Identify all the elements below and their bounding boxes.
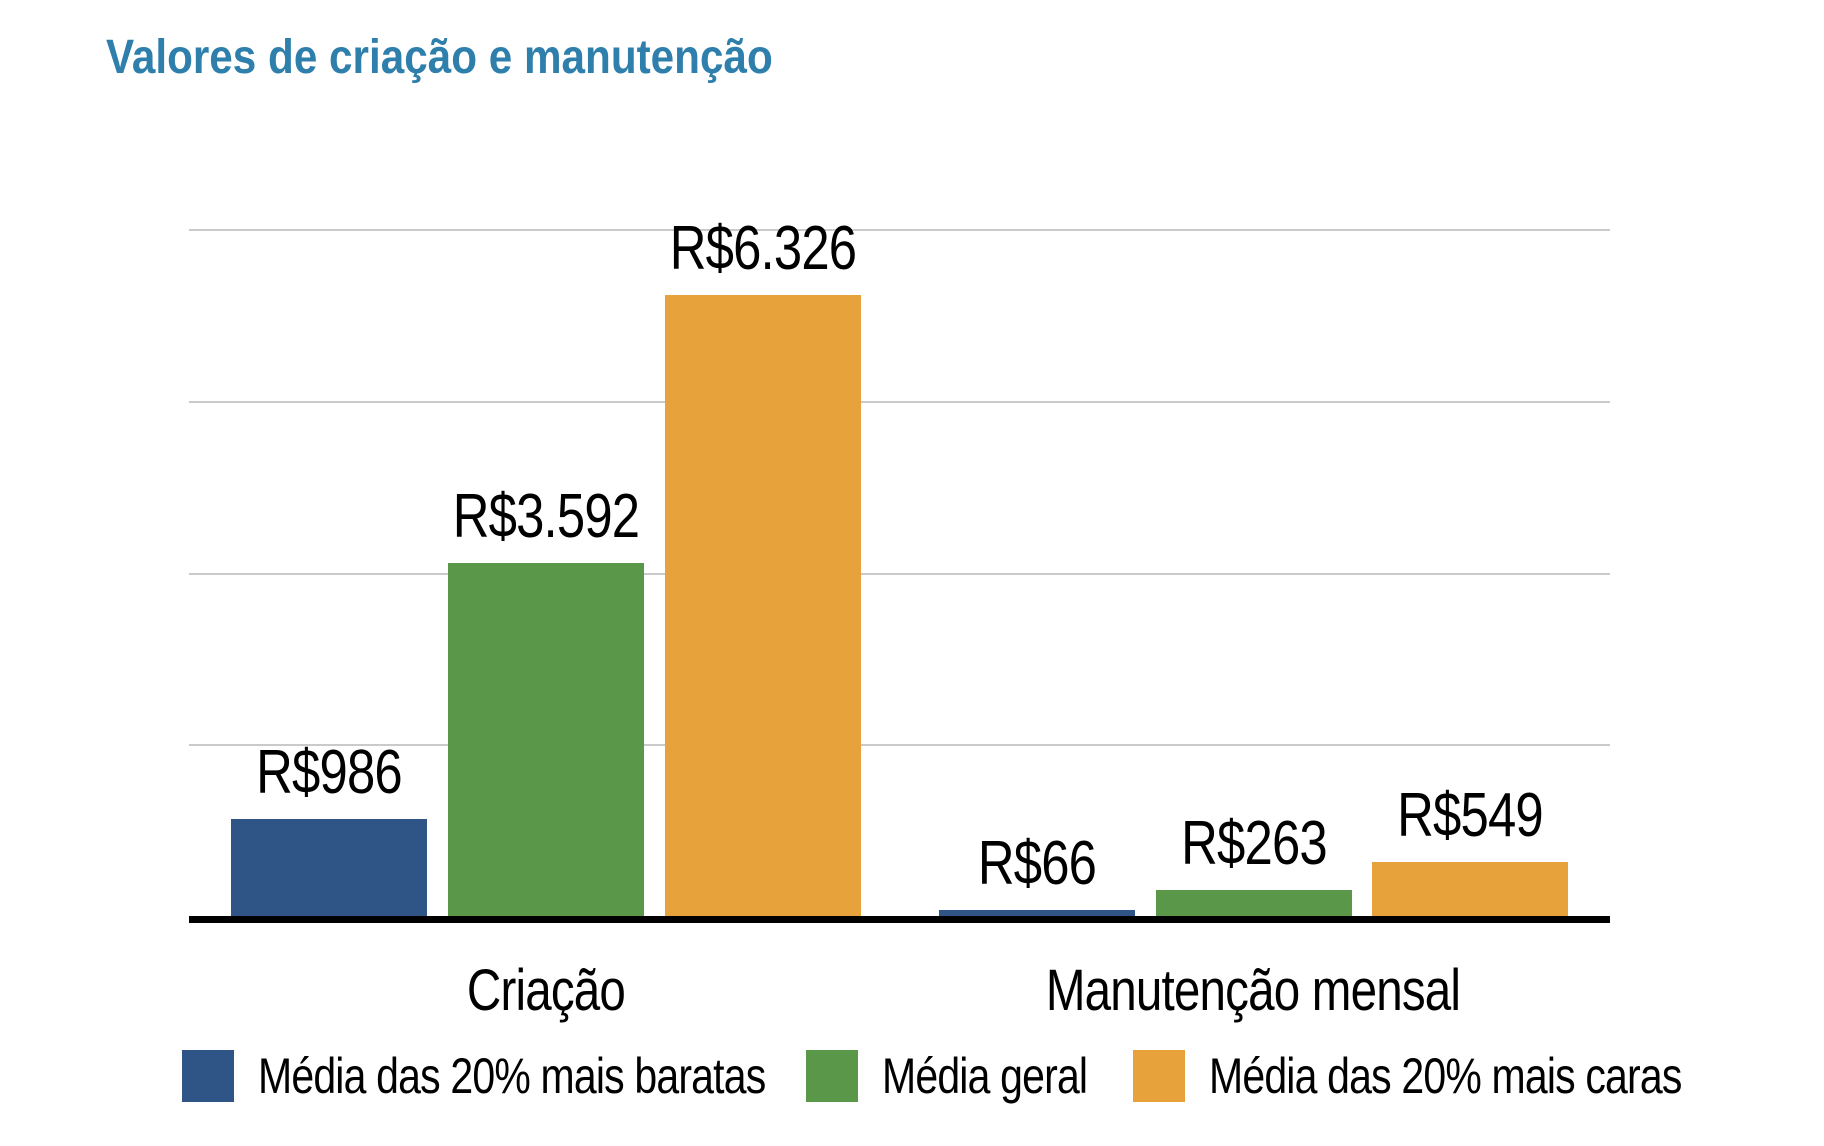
legend-label-media-geral: Média geral: [882, 1048, 1088, 1104]
value-label-manutencao-mensal-media-20-mais-caras: R$549: [1397, 781, 1544, 850]
bar-manutencao-mensal-media-20-mais-baratas: [939, 910, 1135, 916]
value-label-criacao-media-geral: R$3.592: [452, 482, 640, 551]
bar-manutencao-mensal-media-geral: [1156, 890, 1352, 916]
bar-criacao-media-20-mais-caras: [665, 295, 861, 916]
gridline-7000: [189, 229, 1610, 231]
legend-label-media-20-mais-baratas: Média das 20% mais baratas: [258, 1048, 766, 1104]
gridline-3500: [189, 572, 1610, 575]
bar-criacao-media-geral: [448, 563, 644, 916]
x-axis-line: [189, 916, 1610, 923]
category-label-manutencao-mensal: Manutenção mensal: [1045, 958, 1461, 1023]
legend-swatch-media-geral: [806, 1050, 858, 1102]
bar-manutencao-mensal-media-20-mais-caras: [1372, 862, 1568, 916]
value-label-criacao-media-20-mais-caras: R$6.326: [669, 214, 857, 283]
gridline-5250: [189, 400, 1610, 403]
chart-title: Valores de criação e manutenção: [106, 31, 773, 84]
value-label-manutencao-mensal-media-20-mais-baratas: R$66: [977, 829, 1097, 898]
legend-swatch-media-20-mais-caras: [1133, 1050, 1185, 1102]
value-label-manutencao-mensal-media-geral: R$263: [1181, 809, 1328, 878]
value-label-criacao-media-20-mais-baratas: R$986: [256, 738, 403, 807]
bar-criacao-media-20-mais-baratas: [231, 819, 427, 916]
gridline-1750: [189, 744, 1610, 747]
legend-label-media-20-mais-caras: Média das 20% mais caras: [1209, 1048, 1682, 1104]
legend-swatch-media-20-mais-baratas: [182, 1050, 234, 1102]
category-label-criacao: Criação: [466, 958, 626, 1023]
